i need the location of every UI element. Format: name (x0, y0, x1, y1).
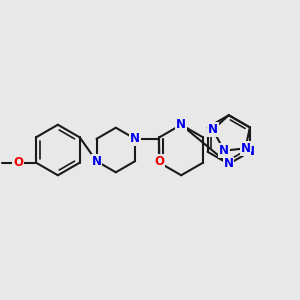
Text: O: O (13, 156, 23, 169)
Text: N: N (208, 123, 218, 136)
Text: N: N (224, 158, 234, 170)
Text: N: N (176, 118, 186, 131)
Text: N: N (219, 144, 229, 157)
Text: N: N (130, 132, 140, 146)
Text: O: O (154, 154, 164, 168)
Text: N: N (240, 142, 250, 155)
Text: N: N (245, 145, 255, 158)
Text: N: N (92, 154, 101, 168)
